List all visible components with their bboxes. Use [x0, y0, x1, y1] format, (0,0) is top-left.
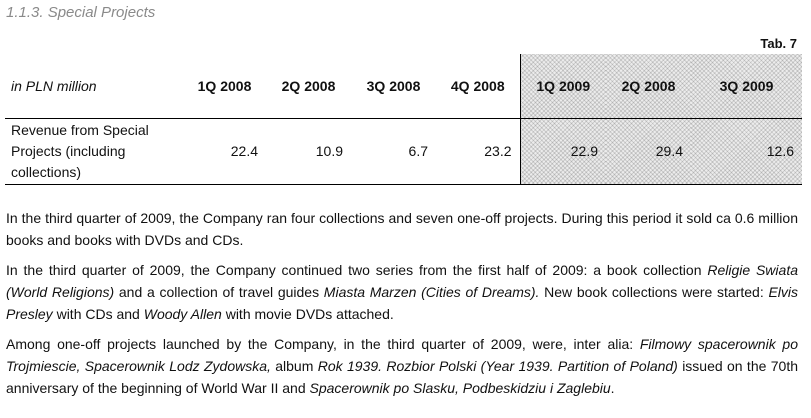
paragraph-text: Among one-off projects launched by the C…: [6, 336, 640, 352]
paragraph-text: .: [610, 380, 615, 396]
italic-title-text: Rok 1939. Rozbior Polski (Year 1939. Par…: [317, 358, 678, 374]
paragraph-text: and a collection of travel guides: [114, 284, 324, 300]
paragraph: Among one-off projects launched by the C…: [6, 333, 798, 399]
italic-title-text: Miasta Marzen (Cities of Dreams).: [323, 284, 540, 300]
column-header: 2Q 2008: [266, 54, 351, 119]
row-label-line: Revenue from Special: [11, 121, 149, 138]
column-header: 1Q 2008: [183, 54, 266, 119]
italic-title-text: Spacerownik po Slasku, Podbeskidziu i Za…: [309, 380, 611, 396]
table-cell: 10.9: [266, 118, 351, 185]
paragraph-text: with movie DVDs attached.: [221, 306, 394, 322]
column-header: 2Q 2008: [606, 54, 691, 119]
paragraph-text: with CDs and: [52, 306, 144, 322]
special-projects-revenue-table: in PLN million 1Q 2008 2Q 2008 3Q 2008 4…: [5, 54, 802, 185]
paragraph: In the third quarter of 2009, the Compan…: [6, 259, 798, 325]
paragraph-text: In the third quarter of 2009, the Compan…: [6, 210, 798, 248]
column-header: 3Q 2009: [691, 54, 802, 119]
column-header: 4Q 2008: [436, 54, 520, 119]
italic-title-text: Woody Allen: [143, 306, 222, 322]
table-cell: 6.7: [351, 118, 436, 185]
italic-title-text: Filmowy spacerownik po Trojmiescie, Spac…: [6, 336, 798, 374]
row-label: Revenue from Special Projects (including…: [5, 118, 183, 185]
table-number-label: Tab. 7: [760, 36, 797, 51]
section-title: 1.1.3. Special Projects: [6, 4, 156, 21]
table-cell: 12.6: [691, 118, 802, 185]
table-row: Revenue from Special Projects (including…: [5, 118, 802, 185]
table-cell: 29.4: [606, 118, 691, 185]
unit-header: in PLN million: [5, 54, 183, 119]
row-label-line: Projects (including: [11, 142, 126, 159]
table-cell: 22.4: [183, 118, 266, 185]
column-header: 3Q 2008: [351, 54, 436, 119]
table-cell: 22.9: [519, 118, 606, 185]
column-header: 1Q 2009: [519, 54, 606, 119]
paragraph-text: album: [270, 358, 318, 374]
paragraph-text: issued on the 70th anniversary of the be…: [6, 358, 798, 396]
paragraph-text: In the third quarter of 2009, the Compan…: [6, 262, 708, 278]
body-text: In the third quarter of 2009, the Compan…: [6, 207, 798, 407]
paragraph-text: New book collections were started:: [539, 284, 769, 300]
paragraph: In the third quarter of 2009, the Compan…: [6, 207, 798, 251]
row-label-line: collections): [11, 163, 82, 180]
table-header-row: in PLN million 1Q 2008 2Q 2008 3Q 2008 4…: [5, 54, 802, 119]
italic-title-text: Religie Swiata (World Religions): [6, 262, 798, 300]
italic-title-text: Elvis Presley: [6, 284, 798, 322]
table-cell: 23.2: [436, 118, 520, 185]
